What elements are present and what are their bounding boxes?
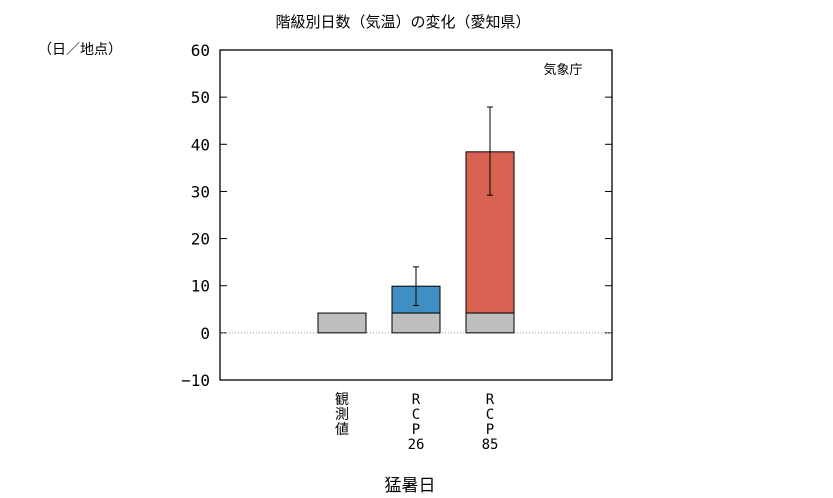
x-tick-label: P — [486, 422, 494, 438]
y-tick-label: 30 — [191, 182, 210, 201]
y-tick-label: 60 — [191, 41, 210, 60]
bar-observed-segment — [465, 312, 515, 334]
x-tick-label: 観 — [335, 391, 349, 408]
x-tick-label: 26 — [408, 437, 425, 453]
x-tick-label: 85 — [482, 437, 499, 453]
y-tick-label: −10 — [181, 371, 210, 390]
y-tick-label: 0 — [200, 324, 210, 343]
bar-observed-segment — [317, 312, 367, 334]
y-axis-unit-label: （日／地点） — [38, 42, 122, 58]
bar-observed-segment — [391, 312, 441, 334]
y-tick-label: 50 — [191, 88, 210, 107]
y-tick-label: 40 — [191, 135, 210, 154]
chart-title: 階級別日数（気温）の変化（愛知県） — [275, 13, 530, 31]
x-tick-label: R — [412, 392, 421, 408]
x-tick-label: C — [486, 407, 494, 423]
plot-frame — [219, 49, 613, 381]
x-axis-title: 猛暑日 — [385, 476, 436, 496]
x-tick-label: 値 — [335, 422, 349, 438]
x-tick-label: C — [412, 407, 420, 423]
y-tick-label: 20 — [191, 230, 210, 249]
source-label: 気象庁 — [543, 62, 582, 78]
y-tick-label: 10 — [191, 277, 210, 296]
x-tick-label: P — [412, 422, 420, 438]
x-tick-label: R — [486, 392, 495, 408]
x-tick-label: 測 — [335, 407, 349, 423]
